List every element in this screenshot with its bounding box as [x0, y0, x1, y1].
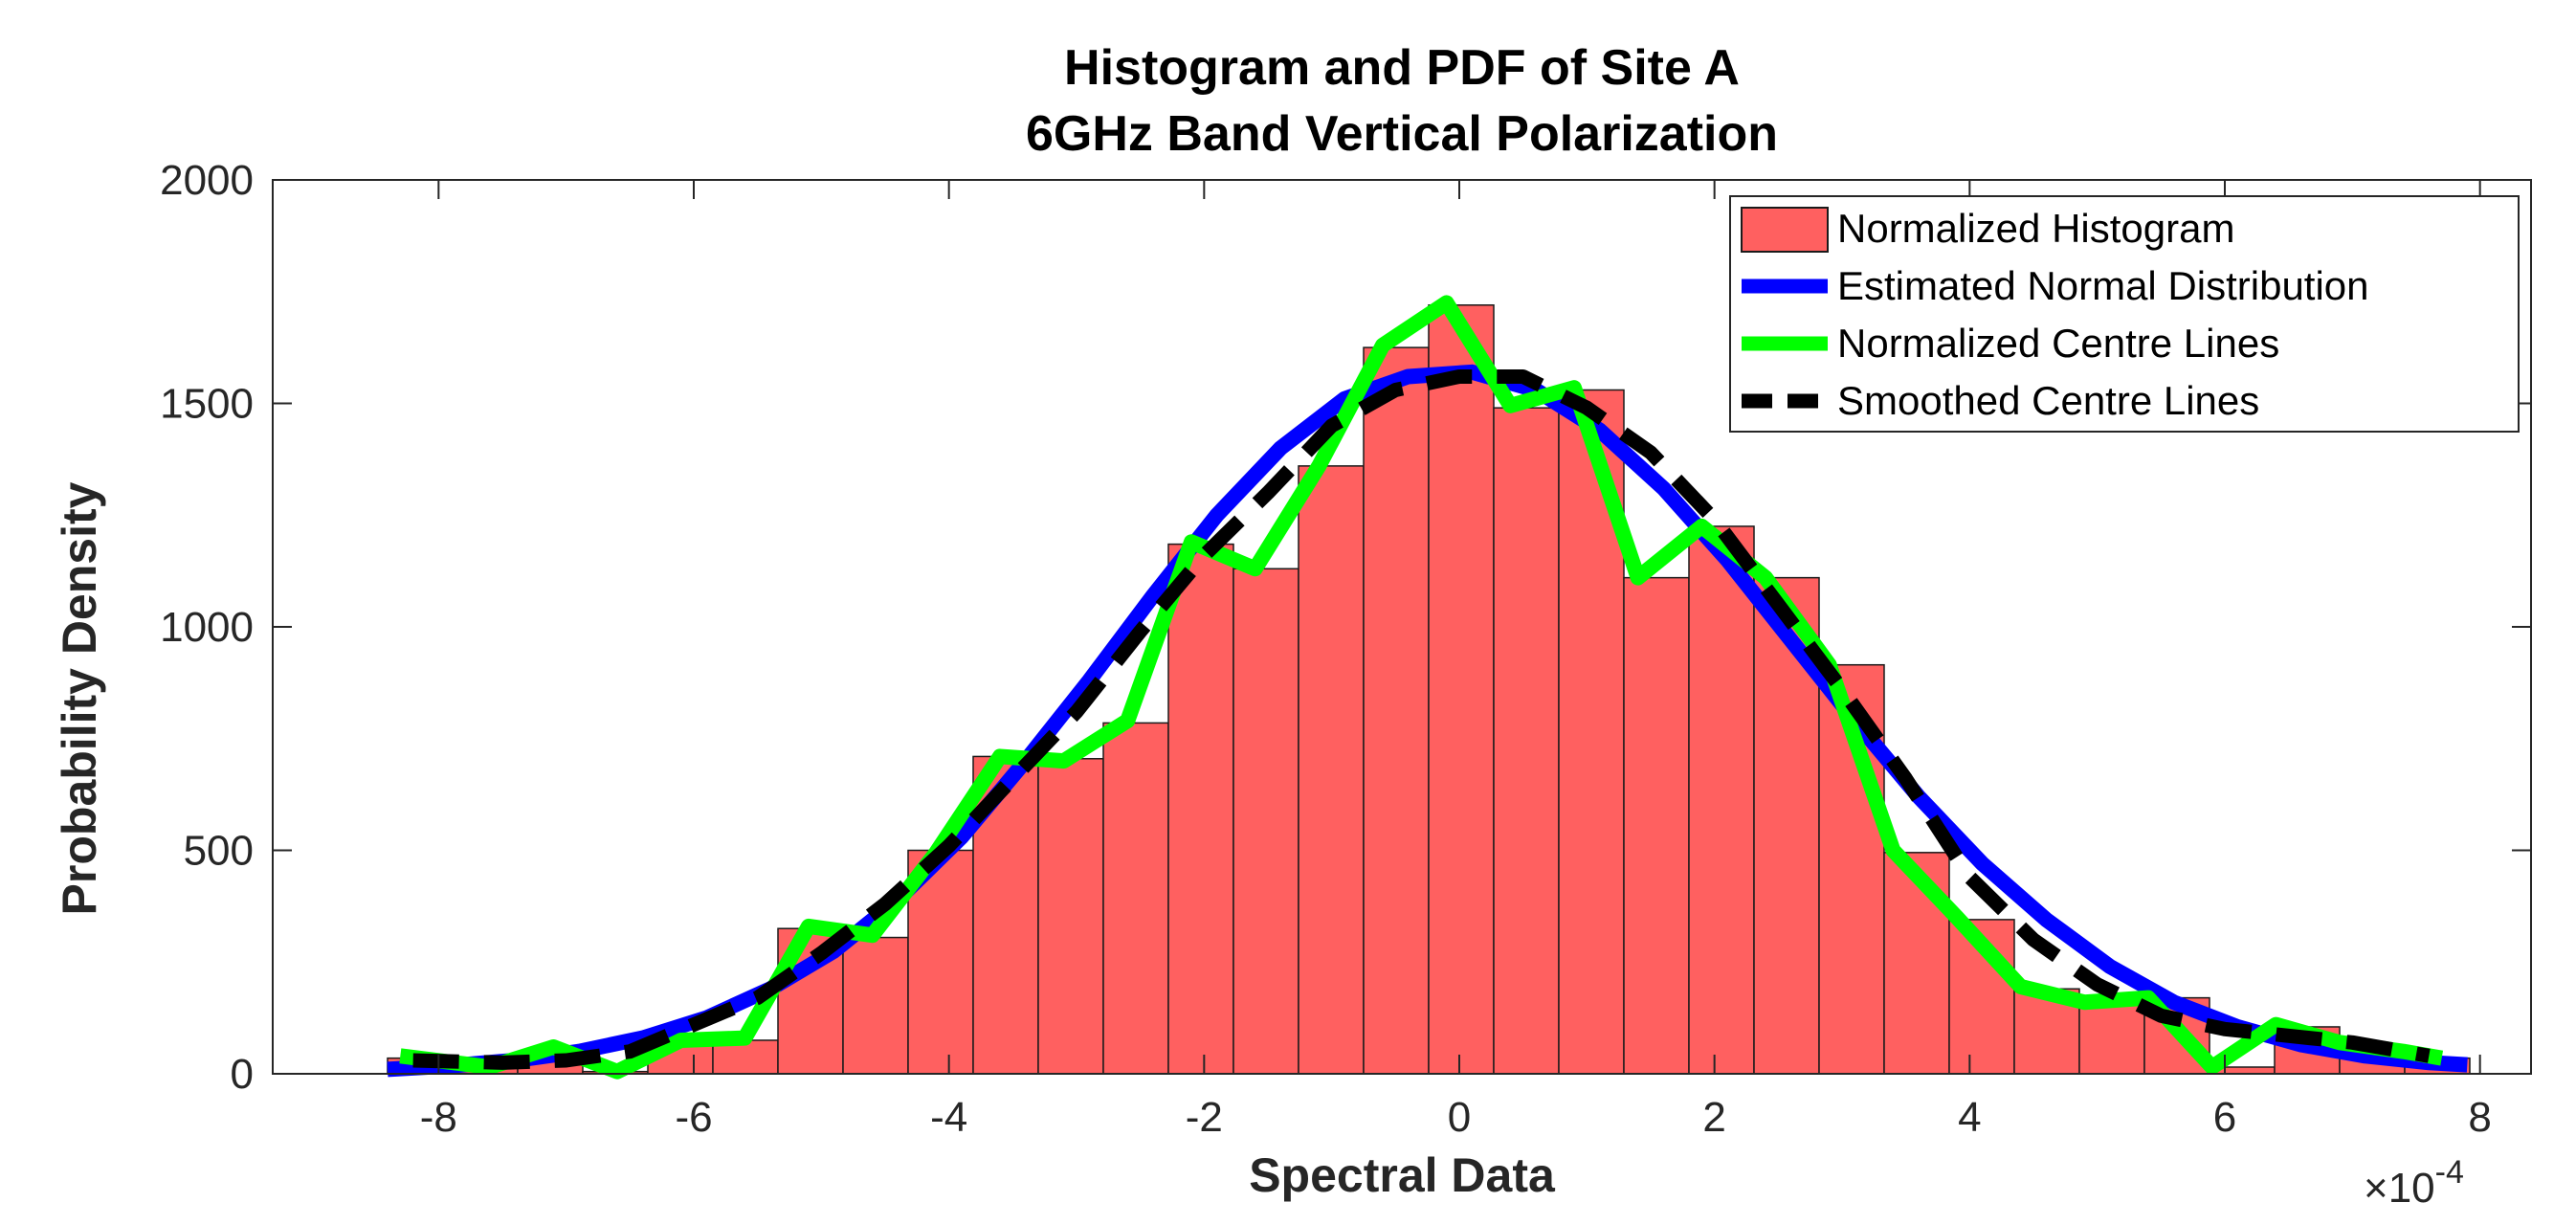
legend-swatch-histogram: [1741, 207, 1829, 253]
x-tick-label: 6: [2213, 1094, 2236, 1141]
histogram-bar: [842, 936, 909, 1075]
x-tick-label: -4: [930, 1094, 967, 1141]
histogram-bar: [1037, 758, 1104, 1075]
histogram-bar: [1232, 568, 1299, 1075]
legend: Normalized Histogram Estimated Normal Dis…: [1729, 195, 2520, 433]
x-tick-label: 2: [1702, 1094, 1725, 1141]
y-axis-label: Probability Density: [53, 481, 106, 915]
histogram-bar: [1298, 465, 1365, 1075]
x-tick-label: 0: [1448, 1094, 1471, 1141]
histogram-bar: [1493, 407, 1560, 1075]
legend-label: Estimated Normal Distribution: [1837, 263, 2369, 308]
x-tick-label: -8: [420, 1094, 457, 1141]
chart-title-line-2: 6GHz Band Vertical Polarization: [1026, 106, 1778, 162]
legend-box: [1729, 195, 2520, 433]
histogram-bar: [1428, 304, 1495, 1075]
legend-label: Smoothed Centre Lines: [1837, 378, 2259, 423]
x-tick-label: 4: [1958, 1094, 1981, 1141]
y-tick-label: 500: [184, 828, 254, 875]
axes: -8 -6 -4 -2 0 2 4 6 8 0 500 1000 1500 2000: [160, 157, 2532, 1141]
x-exponent-label: ×10-4: [2364, 1154, 2464, 1212]
series-line-2: [399, 295, 2444, 1080]
x-tick-label: -2: [1186, 1094, 1223, 1141]
histogram-bar: [1102, 722, 1169, 1075]
series-line-3: [412, 368, 2431, 1070]
y-tick-label: 0: [231, 1051, 254, 1098]
chart-title-line-1: Histogram and PDF of Site A: [1064, 40, 1740, 96]
x-tick-label: 8: [2468, 1094, 2491, 1141]
x-axis-label: Spectral Data: [1249, 1148, 1556, 1202]
x-tick-label: -6: [675, 1094, 712, 1141]
histogram-bar: [1623, 576, 1690, 1075]
x-exponent-power: -4: [2435, 1154, 2464, 1191]
histogram-bar: [1167, 543, 1234, 1075]
y-tick-label: 1000: [160, 604, 254, 651]
legend-label: Normalized Centre Lines: [1837, 321, 2279, 366]
x-exponent-base: ×10: [2364, 1165, 2435, 1212]
histogram-bar: [1363, 346, 1430, 1075]
legend-label: Normalized Histogram: [1837, 206, 2234, 251]
y-tick-label: 2000: [160, 157, 254, 204]
histogram-bar: [1688, 525, 1755, 1075]
y-tick-label: 1500: [160, 381, 254, 428]
plot-area: [387, 295, 2471, 1080]
